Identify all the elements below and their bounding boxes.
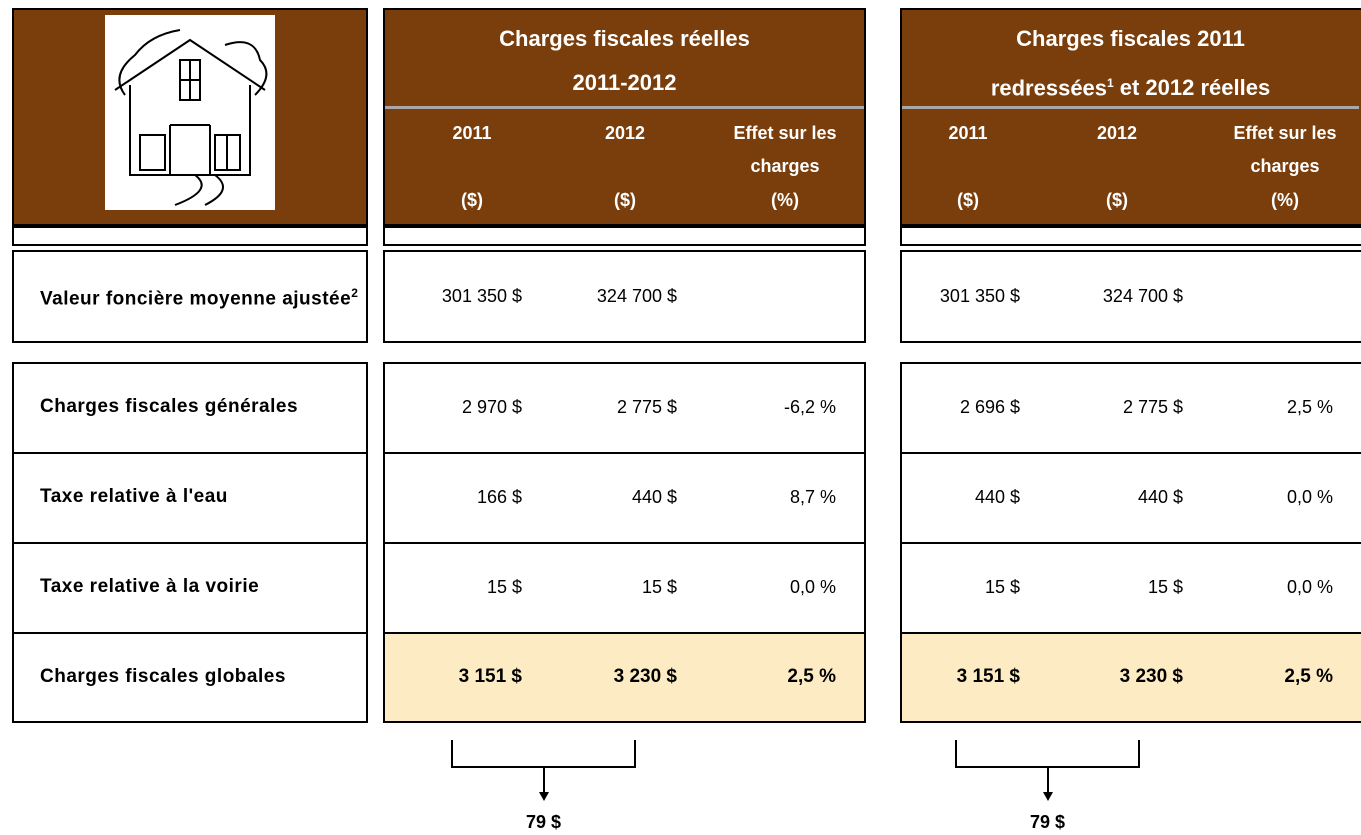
block-title: Charges fiscales 2011	[900, 24, 1361, 54]
page: (() => { const data = JSON.parse(documen…	[0, 0, 1361, 835]
spacer-row	[12, 226, 368, 246]
value-cell: 15 $	[1043, 576, 1183, 598]
header-separator	[902, 106, 1359, 109]
label-text: Valeur foncière moyenne ajustée	[40, 288, 351, 309]
row-line	[900, 452, 1361, 454]
column-unit: ($)	[888, 189, 1048, 211]
label-text: Charges fiscales générales	[40, 396, 298, 417]
value-cell: 0,0 %	[1193, 486, 1333, 508]
row-line	[900, 632, 1361, 634]
label-text: Charges fiscales globales	[40, 666, 286, 687]
column-unit: (%)	[705, 189, 865, 211]
house-icon	[105, 15, 275, 210]
label-text: Taxe relative à l'eau	[40, 484, 228, 510]
row-line	[383, 542, 866, 544]
column-unit: ($)	[1037, 189, 1197, 211]
value-cell: 15 $	[382, 576, 522, 598]
label-text: Taxe relative à la voirie	[40, 576, 259, 597]
row-label: Taxe relative à la voirie	[40, 542, 360, 632]
value-cell: 2,5 %	[1193, 396, 1333, 418]
column-head: charges	[1205, 155, 1361, 177]
value-cell: 0,0 %	[1193, 576, 1333, 598]
column-head: 2012	[1037, 122, 1197, 144]
value-cell: 2 775 $	[1043, 396, 1183, 418]
row-label: Valeur foncière moyenne ajustée2	[40, 250, 360, 342]
title-text: redressées	[991, 75, 1107, 100]
column-head: 2012	[545, 122, 705, 144]
column-head: Effet sur les	[705, 122, 865, 144]
block-title: redressées1 et 2012 réelles	[900, 68, 1361, 103]
arrow-head	[1043, 792, 1053, 801]
header-separator	[385, 106, 864, 109]
value-cell: 3 230 $	[1043, 666, 1183, 688]
difference: 79 $	[484, 812, 604, 833]
value-cell: 3 151 $	[382, 666, 522, 688]
label-text: Taxe relative à l'eau	[40, 486, 228, 507]
arrow-head	[539, 792, 549, 801]
block-title: 2011-2012	[383, 68, 866, 98]
value-cell: 324 700 $	[1043, 285, 1183, 307]
footnote-ref: 1	[1107, 76, 1114, 90]
row-label: Charges fiscales globales	[40, 632, 360, 722]
value-cell: 2,5 %	[696, 666, 836, 688]
arrow-shaft	[543, 768, 545, 794]
column-unit: (%)	[1205, 189, 1361, 211]
value-cell: 2,5 %	[1193, 666, 1333, 688]
value-cell: 3 230 $	[537, 666, 677, 688]
value-cell: 2 696 $	[880, 396, 1020, 418]
value-cell: 2 970 $	[382, 396, 522, 418]
title-text: Charges fiscales réelles	[499, 26, 750, 51]
row-line	[383, 632, 866, 634]
label-text: Charges fiscales générales	[40, 394, 298, 420]
value-cell: 301 350 $	[382, 285, 522, 307]
column-head: charges	[705, 155, 865, 177]
row-label: Charges fiscales générales	[40, 362, 360, 452]
value-cell: 301 350 $	[880, 285, 1020, 307]
row-line	[900, 542, 1361, 544]
value-cell: 166 $	[382, 486, 522, 508]
row-label: Taxe relative à l'eau	[40, 452, 360, 542]
difference: 79 $	[988, 812, 1108, 833]
value-cell: -6,2 %	[696, 396, 836, 418]
column-head: Effet sur les	[1205, 122, 1361, 144]
column-unit: ($)	[392, 189, 552, 211]
value-cell: 440 $	[1043, 486, 1183, 508]
row-line	[383, 452, 866, 454]
arrow-shaft	[1047, 768, 1049, 794]
column-unit: ($)	[545, 189, 705, 211]
title-text: Charges fiscales 2011	[1016, 26, 1245, 51]
block-title: Charges fiscales réelles	[383, 24, 866, 54]
value-cell: 440 $	[537, 486, 677, 508]
title-text: 2011-2012	[573, 70, 677, 95]
footnote-ref: 2	[351, 286, 358, 300]
label-text: Valeur foncière moyenne ajustée2	[40, 280, 358, 312]
column-head: 2011	[888, 122, 1048, 144]
value-cell: 0,0 %	[696, 576, 836, 598]
title-text: et 2012 réelles	[1120, 75, 1270, 100]
value-cell: 15 $	[537, 576, 677, 598]
value-cell: 8,7 %	[696, 486, 836, 508]
column-head: 2011	[392, 122, 552, 144]
bracket	[451, 740, 636, 768]
label-text: Taxe relative à la voirie	[40, 574, 259, 600]
value-cell: 3 151 $	[880, 666, 1020, 688]
spacer-row	[383, 226, 866, 246]
value-cell: 15 $	[880, 576, 1020, 598]
value-cell: 440 $	[880, 486, 1020, 508]
spacer-row	[900, 226, 1361, 246]
bracket	[955, 740, 1140, 768]
value-cell: 2 775 $	[537, 396, 677, 418]
label-text: Charges fiscales globales	[40, 664, 286, 690]
value-cell: 324 700 $	[537, 285, 677, 307]
